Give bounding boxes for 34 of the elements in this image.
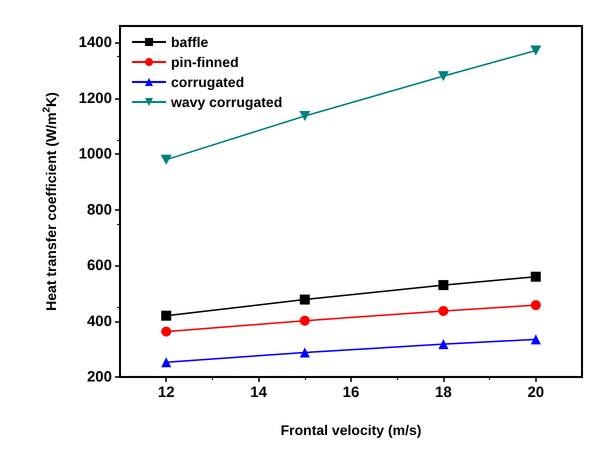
point	[161, 357, 172, 368]
point	[300, 316, 310, 326]
y-tick-label: 1200	[78, 90, 112, 107]
x-axis-title: Frontal velocity (m/s)	[280, 422, 422, 438]
point	[438, 306, 448, 316]
point	[161, 310, 172, 321]
legend-label: corrugated	[171, 74, 244, 90]
point	[438, 339, 448, 350]
legend-label: pin-finned	[171, 54, 239, 70]
legend-label: baffle	[171, 34, 209, 50]
point	[300, 294, 310, 305]
x-tick-label: 14	[250, 384, 268, 401]
y-tick-label: 200	[86, 368, 112, 386]
point	[299, 110, 310, 121]
point	[530, 272, 541, 282]
point	[160, 154, 172, 165]
x-tick-label: 12	[158, 384, 175, 401]
x-tick-label: 18	[435, 384, 452, 401]
point	[530, 334, 541, 344]
y-tick-label: 600	[86, 257, 112, 274]
x-tick-label: 20	[527, 384, 544, 401]
legend-label: wavy corrugated	[170, 94, 282, 110]
point	[530, 300, 541, 310]
point	[300, 347, 310, 358]
point	[161, 326, 172, 337]
point	[530, 46, 542, 56]
y-tick-label: 800	[86, 201, 112, 218]
y-axis-title: Heat transfer coefficient (W/m2K)	[42, 92, 59, 311]
y-tick-label: 1000	[78, 146, 112, 163]
y-tick-label: 400	[86, 312, 112, 330]
point	[438, 71, 449, 82]
y-tick-label: 1400	[78, 34, 112, 52]
point	[438, 280, 448, 290]
x-tick-label: 16	[342, 384, 360, 401]
